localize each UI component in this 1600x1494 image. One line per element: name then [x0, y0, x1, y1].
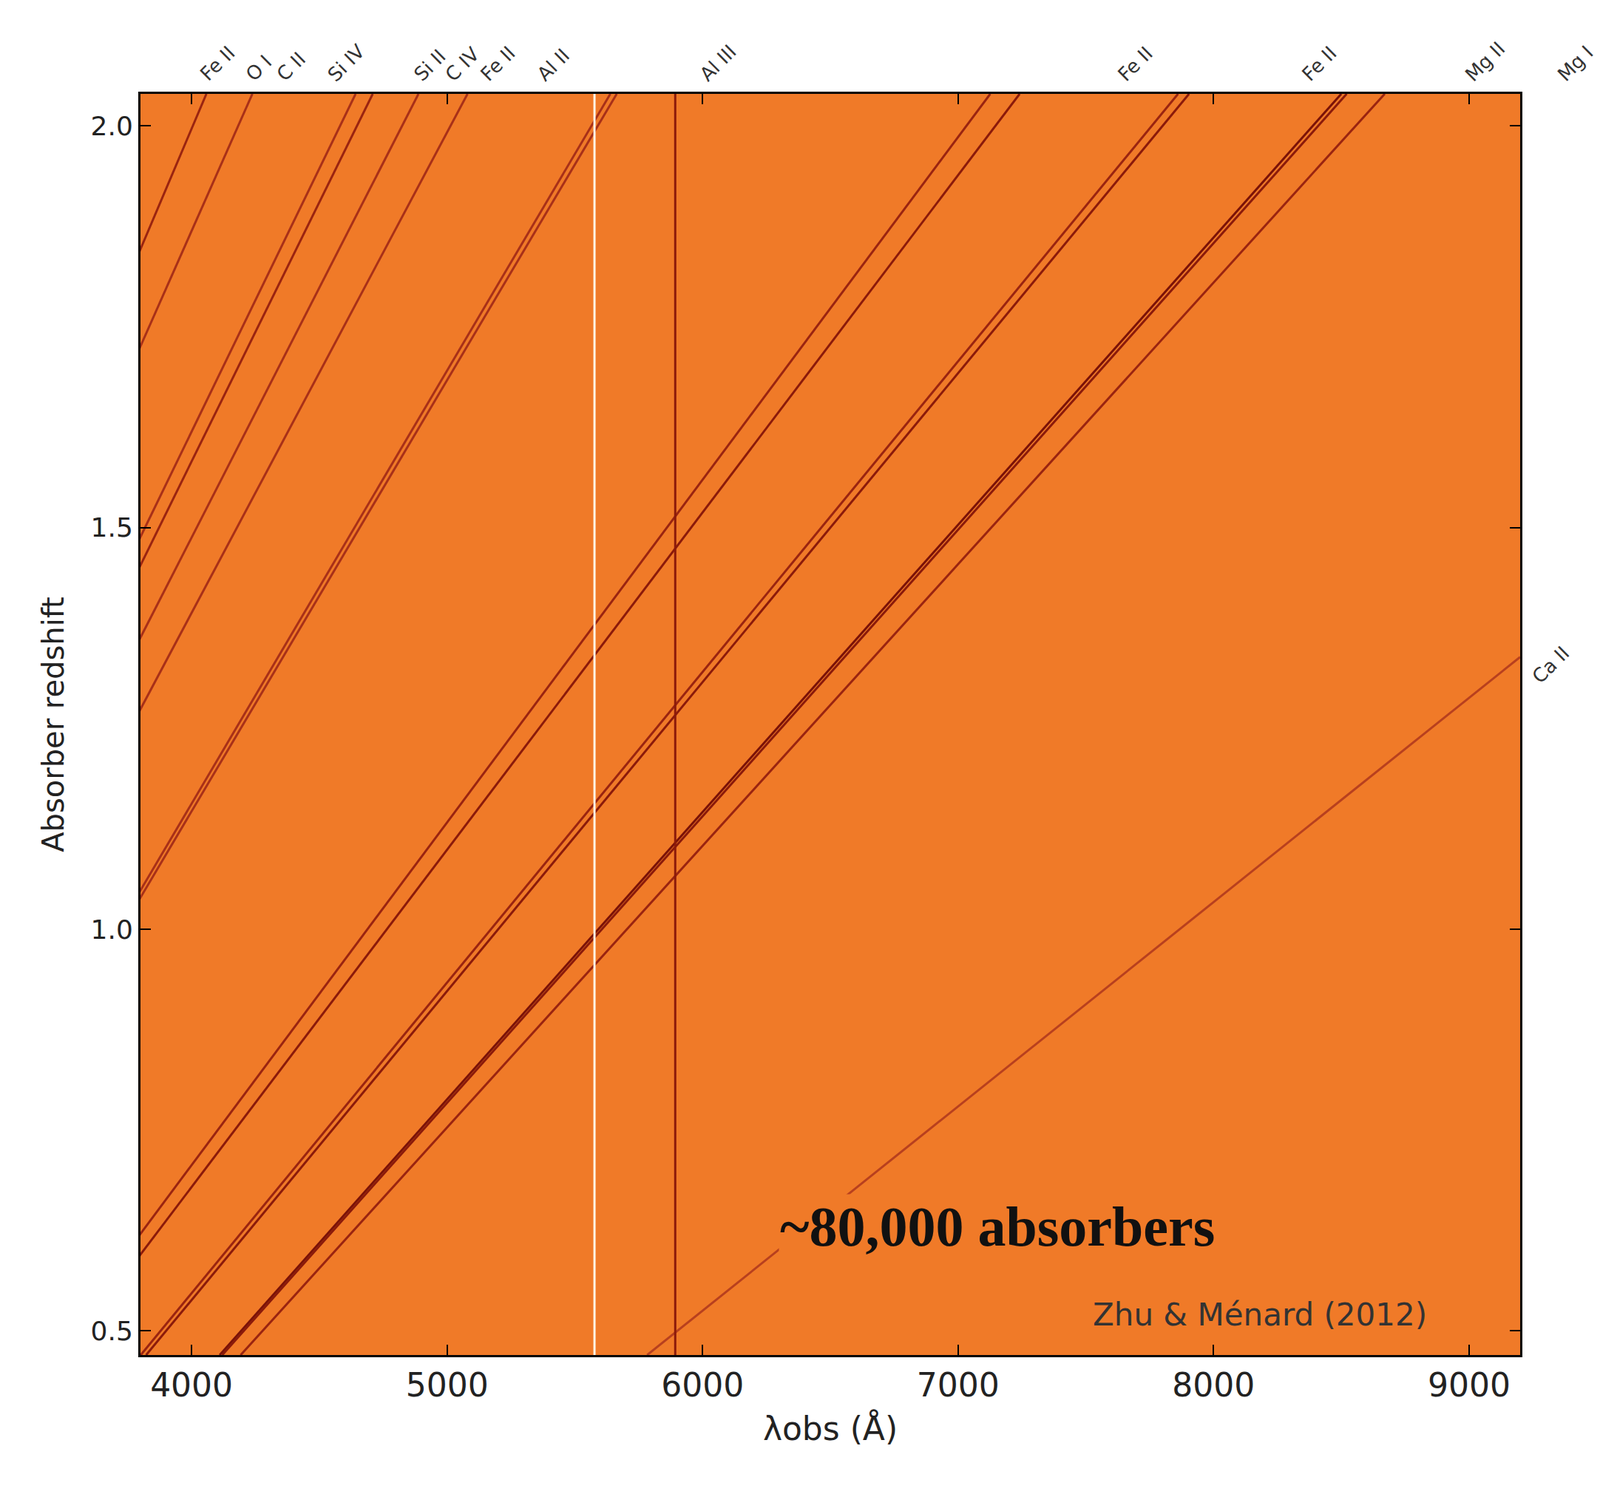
svg-text:Fe II: Fe II: [1113, 42, 1158, 86]
svg-text:Al III: Al III: [695, 40, 741, 86]
svg-text:Mg I: Mg I: [1553, 41, 1598, 86]
svg-text:Zhu & Ménard (2012): Zhu & Ménard (2012): [1092, 1296, 1427, 1334]
svg-text:Fe II: Fe II: [195, 41, 240, 86]
svg-text:8000: 8000: [1171, 1366, 1255, 1405]
svg-text:Si II: Si II: [409, 45, 451, 86]
svg-text:Si IV: Si IV: [323, 39, 369, 86]
svg-text:7000: 7000: [916, 1366, 1000, 1405]
svg-text:C II: C II: [272, 48, 310, 86]
svg-text:Ca II: Ca II: [1527, 641, 1574, 688]
svg-text:Al II: Al II: [533, 44, 575, 86]
svg-text:0.5: 0.5: [90, 1316, 134, 1347]
svg-text:Mg II: Mg II: [1460, 37, 1510, 86]
svg-text:4000: 4000: [150, 1366, 233, 1405]
svg-text:5000: 5000: [405, 1366, 489, 1405]
svg-text:1.0: 1.0: [90, 914, 134, 945]
svg-text:Absorber redshift: Absorber redshift: [36, 596, 71, 853]
svg-text:O I: O I: [241, 51, 277, 86]
svg-text:λobs (Å): λobs (Å): [763, 1409, 898, 1448]
svg-text:Fe II: Fe II: [1297, 42, 1342, 86]
svg-text:6000: 6000: [660, 1366, 744, 1405]
svg-text:9000: 9000: [1427, 1366, 1511, 1405]
svg-text:2.0: 2.0: [90, 110, 134, 142]
svg-text:Fe II: Fe II: [476, 42, 520, 86]
svg-text:1.5: 1.5: [90, 512, 134, 543]
svg-text:C IV: C IV: [440, 42, 484, 86]
svg-text:~80,000 absorbers: ~80,000 absorbers: [780, 1195, 1215, 1258]
